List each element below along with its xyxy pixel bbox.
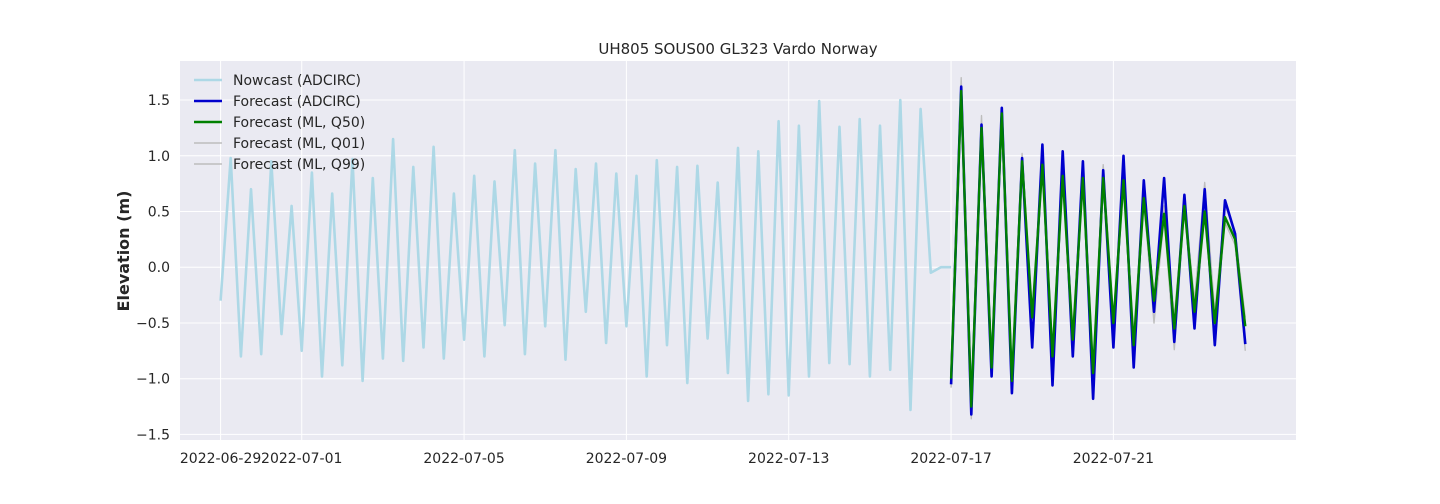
chart-title: UH805 SOUS00 GL323 Vardo Norway [598, 40, 877, 58]
x-axis-ticks: 2022-06-29 2022-07-01 2022-07-05 2022-07-09… [180, 451, 1154, 467]
x-tick-label: 2022-07-21 [1073, 451, 1154, 467]
plot-background [180, 61, 1296, 440]
series-nowcast-adcirc [219, 98, 952, 412]
y-axis-label: Elevation (m) [114, 191, 133, 312]
x-tick-label: 2022-07-13 [748, 451, 829, 467]
legend: Nowcast (ADCIRC) Forecast (ADCIRC) Forecas… [194, 73, 365, 173]
y-tick-label: 1.0 [148, 149, 170, 165]
legend-label: Forecast (ADCIRC) [233, 94, 361, 110]
y-tick-label: 1.5 [148, 93, 170, 109]
x-tick-label: 2022-07-01 [261, 451, 342, 467]
x-tick-label: 2022-07-09 [586, 451, 667, 467]
legend-label: Forecast (ML, Q99) [233, 157, 365, 173]
x-tick-label: 2022-07-17 [910, 451, 991, 467]
series-layer [219, 76, 1247, 420]
y-tick-label: −1.0 [136, 372, 170, 388]
y-tick-label: −0.5 [136, 316, 170, 332]
x-tick-label: 2022-07-05 [423, 451, 504, 467]
legend-label: Nowcast (ADCIRC) [233, 73, 361, 89]
y-axis-ticks: −1.5 −1.0 −0.5 0.0 0.5 1.0 1.5 [136, 93, 170, 443]
x-tick-label: 2022-06-29 [180, 451, 261, 467]
y-tick-label: 0.0 [148, 260, 170, 276]
legend-label: Forecast (ML, Q01) [233, 136, 365, 152]
legend-label: Forecast (ML, Q50) [233, 115, 365, 131]
y-tick-label: −1.5 [136, 427, 170, 443]
y-tick-label: 0.5 [148, 204, 170, 220]
series-forecast-ml-q50 [949, 89, 1247, 408]
